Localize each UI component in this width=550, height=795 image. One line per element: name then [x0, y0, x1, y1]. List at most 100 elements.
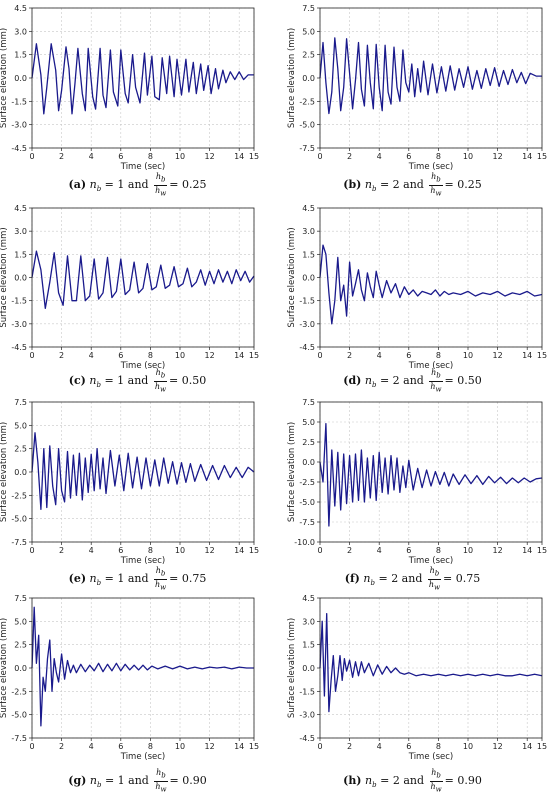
x-tick-label: 12 [493, 546, 503, 555]
y-tick-label: 0.0 [14, 664, 27, 673]
y-axis-label: Surface elevation (mm) [0, 422, 9, 522]
caption-tag: (g) [68, 774, 87, 788]
caption-ratio-value: = 0.90 [444, 774, 482, 788]
panel-g: 0 2 4 6 8 10 12 14 15 -7.5 -5.0 -2.5 0.0 2.5 5.0 7.5 Tim… [0, 594, 259, 762]
y-tick-label: 2.5 [302, 51, 315, 60]
x-tick-label: 8 [148, 351, 153, 360]
x-axis-label: Time (sec) [408, 162, 453, 172]
y-tick-label: 4.5 [302, 594, 315, 603]
y-tick-label: -4.5 [299, 343, 315, 352]
series-line [31, 250, 255, 310]
y-tick-label: -7.5 [299, 518, 315, 527]
y-tick-label: 3.0 [302, 617, 315, 626]
x-tick-label: 12 [493, 742, 503, 751]
x-tick-label: 8 [436, 152, 441, 161]
x-tick-label: 14 [234, 351, 244, 360]
x-tick-label: 4 [377, 152, 382, 161]
x-tick-label: 15 [537, 546, 547, 555]
caption-fraction: hb hw [154, 566, 168, 592]
y-tick-label: 4.5 [302, 204, 315, 213]
x-tick-label: 10 [463, 152, 473, 161]
caption-f: (f) nb = 2 and hb hw = 0.75 [344, 566, 481, 592]
y-tick-label: 5.0 [14, 421, 27, 430]
caption-nb: nb = 1 [89, 774, 125, 790]
x-tick-label: 15 [249, 546, 259, 555]
caption-nb-value: 2 [392, 374, 400, 388]
y-tick-label: -4.5 [299, 734, 315, 743]
caption-g: (g) nb = 1 and hb hw = 0.90 [68, 768, 207, 794]
caption-fraction: hb hw [153, 368, 168, 394]
x-tick-label: 0 [317, 152, 322, 161]
caption-nb: nb = 2 [364, 178, 400, 194]
caption-nb-value: 1 [117, 178, 125, 192]
y-tick-label: -5.0 [299, 498, 315, 507]
y-axis-label: Surface elevation (mm) [0, 28, 9, 128]
x-tick-label: 8 [148, 152, 153, 161]
x-axis-label: Time (sec) [408, 361, 453, 371]
caption-tag: (d) [343, 374, 362, 388]
x-tick-label: 8 [436, 546, 441, 555]
y-tick-label: 1.5 [302, 250, 315, 259]
caption-nb-value: 1 [117, 572, 125, 586]
y-tick-label: -2.5 [11, 687, 27, 696]
y-tick-label: 0.0 [14, 74, 27, 83]
panel-c: 0 2 4 6 8 10 12 14 15 -4.5 -3.0 -1.5 0.0 1.5 3.0 4.5 Tim… [0, 204, 259, 371]
x-tick-label: 8 [436, 742, 441, 751]
y-axis-label: Surface elevation (mm) [287, 422, 297, 522]
y-tick-label: 7.5 [14, 398, 27, 407]
x-tick-label: 4 [89, 351, 94, 360]
x-tick-label: 10 [175, 351, 185, 360]
y-tick-label: 5.0 [14, 617, 27, 626]
caption-fraction: hb hw [429, 172, 443, 198]
x-tick-label: 2 [347, 351, 352, 360]
x-tick-label: 6 [118, 351, 123, 360]
caption-a: (a) nb = 1 and hb hw = 0.25 [68, 172, 207, 198]
x-tick-label: 15 [537, 742, 547, 751]
y-tick-label: 3.0 [14, 227, 27, 236]
y-tick-label: 0.0 [302, 458, 315, 467]
panel-h: 0 2 4 6 8 10 12 14 15 -4.5 -3.0 -1.5 0.0 1.5 3.0 4.5 Tim… [287, 594, 547, 762]
caption-ratio-value: = 0.50 [444, 374, 482, 388]
x-tick-label: 4 [377, 546, 382, 555]
y-axis-label: Surface elevation (mm) [0, 618, 9, 718]
x-tick-label: 0 [317, 742, 322, 751]
y-tick-label: 7.5 [302, 398, 315, 407]
caption-c: (c) nb = 1 and hb hw = 0.50 [68, 368, 207, 394]
x-tick-label: 10 [175, 152, 185, 161]
y-tick-label: 2.5 [14, 641, 27, 650]
x-tick-label: 4 [377, 351, 382, 360]
y-tick-label: 5.0 [302, 27, 315, 36]
caption-nb: nb = 2 [365, 774, 400, 790]
caption-nb: nb = 1 [89, 374, 125, 390]
x-tick-label: 0 [29, 152, 34, 161]
x-tick-label: 15 [537, 351, 547, 360]
y-tick-label: -10.0 [294, 538, 315, 547]
x-tick-label: 10 [463, 546, 473, 555]
x-tick-label: 14 [522, 546, 532, 555]
y-axis-label: Surface elevation (mm) [287, 618, 297, 718]
x-tick-label: 10 [463, 742, 473, 751]
x-tick-label: 0 [29, 351, 34, 360]
x-tick-label: 6 [406, 152, 411, 161]
caption-e: (e) nb = 1 and hb hw = 0.75 [68, 566, 207, 592]
y-tick-label: -3.0 [11, 121, 27, 130]
x-tick-label: 12 [205, 351, 215, 360]
x-tick-label: 6 [118, 546, 123, 555]
y-tick-label: 2.5 [302, 438, 315, 447]
y-tick-label: 1.5 [302, 641, 315, 650]
x-tick-label: 14 [234, 546, 244, 555]
panel-f: 0 2 4 6 8 10 12 14 15 -10.0 -7.5 -5.0 -2.5 0.0 2.5 5.0 7… [287, 398, 547, 566]
caption-tag: (f) [344, 572, 360, 586]
x-tick-label: 6 [118, 152, 123, 161]
y-tick-label: -5.0 [11, 711, 27, 720]
series-line [319, 244, 543, 325]
caption-fraction: hb hw [154, 768, 168, 794]
series-line [319, 422, 543, 527]
y-tick-label: -3.0 [11, 320, 27, 329]
series-line [31, 432, 255, 510]
caption-ratio-value: = 0.75 [169, 572, 207, 586]
x-axis-label: Time (sec) [120, 556, 165, 566]
x-tick-label: 0 [317, 351, 322, 360]
x-tick-label: 10 [175, 546, 185, 555]
